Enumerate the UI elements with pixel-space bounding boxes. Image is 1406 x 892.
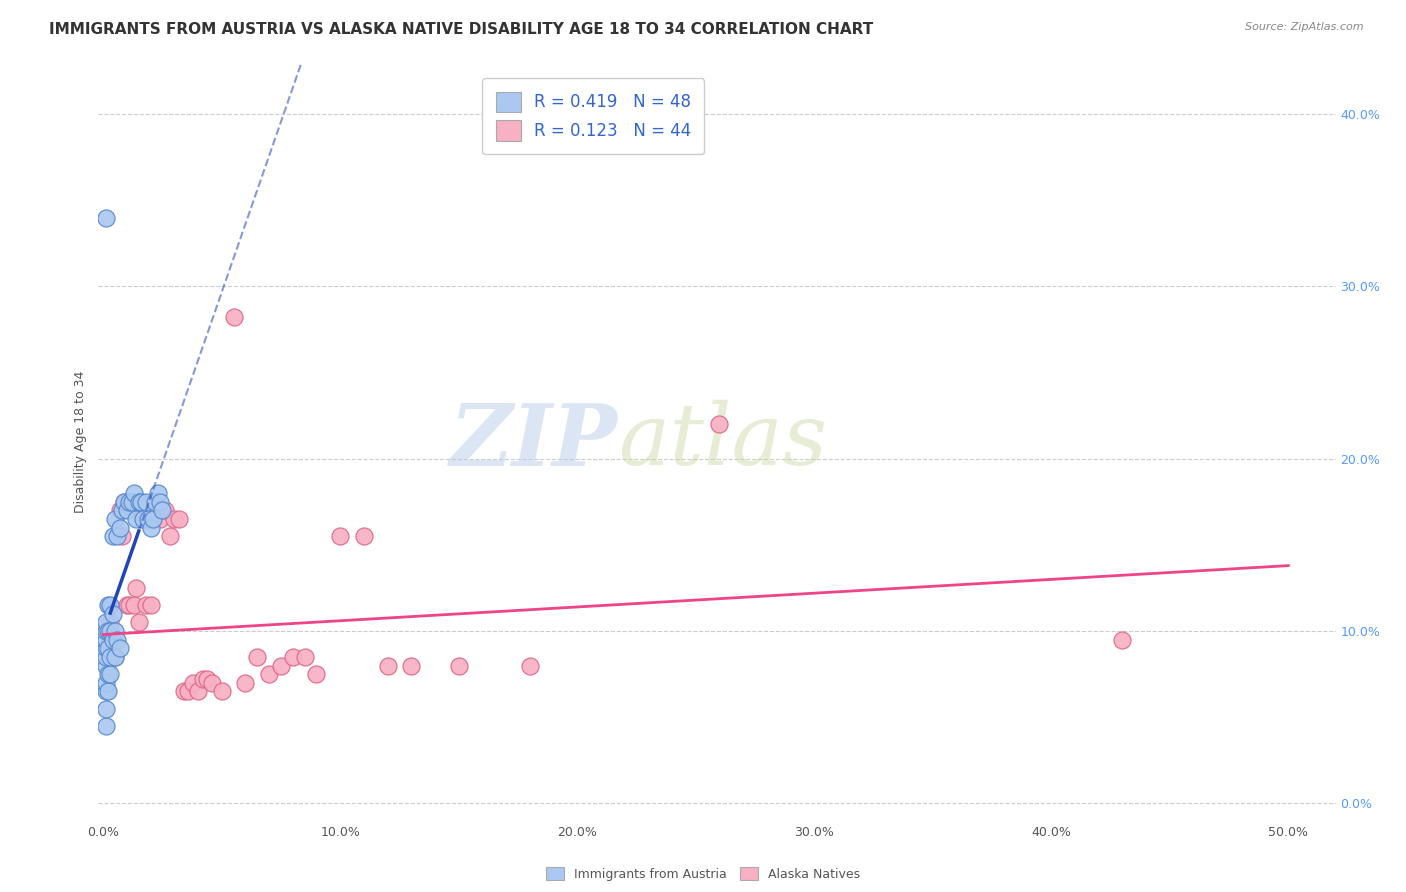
Point bbox=[139, 521, 162, 535]
Point bbox=[118, 495, 141, 509]
Point bbox=[187, 684, 209, 698]
Point bbox=[94, 719, 117, 733]
Legend: Immigrants from Austria, Alaska Natives: Immigrants from Austria, Alaska Natives bbox=[540, 863, 866, 886]
Point bbox=[257, 667, 280, 681]
Point bbox=[129, 495, 152, 509]
Point bbox=[97, 684, 120, 698]
Point bbox=[125, 581, 148, 595]
Point bbox=[94, 624, 117, 639]
Point bbox=[125, 512, 148, 526]
Point bbox=[401, 658, 423, 673]
Point bbox=[246, 649, 269, 664]
Text: Source: ZipAtlas.com: Source: ZipAtlas.com bbox=[1246, 22, 1364, 32]
Point bbox=[114, 495, 136, 509]
Point bbox=[104, 649, 127, 664]
Point bbox=[201, 675, 224, 690]
Point bbox=[97, 624, 120, 639]
Point bbox=[118, 599, 141, 613]
Point bbox=[114, 495, 136, 509]
Point bbox=[94, 675, 117, 690]
Point bbox=[270, 658, 292, 673]
Point bbox=[115, 599, 138, 613]
Point bbox=[235, 675, 257, 690]
Point bbox=[104, 512, 127, 526]
Point bbox=[122, 599, 145, 613]
Point bbox=[152, 503, 174, 517]
Text: IMMIGRANTS FROM AUSTRIA VS ALASKA NATIVE DISABILITY AGE 18 TO 34 CORRELATION CHA: IMMIGRANTS FROM AUSTRIA VS ALASKA NATIVE… bbox=[49, 22, 873, 37]
Point bbox=[98, 615, 121, 630]
Point bbox=[111, 503, 134, 517]
Point bbox=[159, 529, 181, 543]
Point bbox=[191, 673, 214, 687]
Point bbox=[128, 615, 150, 630]
Point bbox=[167, 512, 190, 526]
Point bbox=[222, 310, 245, 325]
Point bbox=[135, 495, 157, 509]
Legend: R = 0.419   N = 48, R = 0.123   N = 44: R = 0.419 N = 48, R = 0.123 N = 44 bbox=[482, 78, 704, 154]
Point bbox=[94, 701, 117, 715]
Point bbox=[1111, 632, 1133, 647]
Point bbox=[104, 649, 127, 664]
Point bbox=[98, 649, 121, 664]
Point bbox=[98, 599, 121, 613]
Point bbox=[132, 512, 155, 526]
Point bbox=[122, 486, 145, 500]
Point bbox=[105, 529, 128, 543]
Point bbox=[294, 649, 316, 664]
Point bbox=[136, 512, 159, 526]
Point bbox=[97, 599, 120, 613]
Point bbox=[181, 675, 204, 690]
Point bbox=[519, 658, 541, 673]
Text: ZIP: ZIP bbox=[450, 400, 619, 483]
Point bbox=[153, 503, 176, 517]
Point bbox=[135, 599, 157, 613]
Point bbox=[111, 529, 134, 543]
Point bbox=[97, 641, 120, 656]
Point bbox=[94, 211, 117, 225]
Point bbox=[143, 495, 166, 509]
Point bbox=[108, 503, 131, 517]
Text: atlas: atlas bbox=[619, 401, 827, 483]
Point bbox=[129, 495, 152, 509]
Point bbox=[211, 684, 233, 698]
Point bbox=[121, 495, 143, 509]
Point bbox=[281, 649, 304, 664]
Point bbox=[94, 684, 117, 698]
Point bbox=[305, 667, 328, 681]
Point bbox=[173, 684, 195, 698]
Point bbox=[329, 529, 352, 543]
Point bbox=[709, 417, 731, 432]
Point bbox=[149, 495, 172, 509]
Point bbox=[143, 495, 166, 509]
Point bbox=[98, 624, 121, 639]
Point bbox=[128, 495, 150, 509]
Point bbox=[94, 649, 117, 664]
Point bbox=[447, 658, 470, 673]
Point bbox=[105, 632, 128, 647]
Point bbox=[94, 615, 117, 630]
Point bbox=[98, 667, 121, 681]
Point bbox=[108, 641, 131, 656]
Point bbox=[94, 632, 117, 647]
Point bbox=[132, 512, 155, 526]
Point bbox=[101, 632, 124, 647]
Point bbox=[163, 512, 186, 526]
Point bbox=[149, 512, 172, 526]
Point bbox=[197, 673, 219, 687]
Point bbox=[101, 607, 124, 621]
Point bbox=[115, 503, 138, 517]
Point bbox=[177, 684, 200, 698]
Point bbox=[94, 641, 117, 656]
Point bbox=[377, 658, 399, 673]
Point bbox=[142, 512, 165, 526]
Point bbox=[139, 599, 162, 613]
Y-axis label: Disability Age 18 to 34: Disability Age 18 to 34 bbox=[73, 370, 87, 513]
Point bbox=[94, 658, 117, 673]
Point bbox=[146, 486, 169, 500]
Point bbox=[97, 667, 120, 681]
Point bbox=[104, 624, 127, 639]
Point bbox=[353, 529, 375, 543]
Point bbox=[101, 529, 124, 543]
Point bbox=[108, 521, 131, 535]
